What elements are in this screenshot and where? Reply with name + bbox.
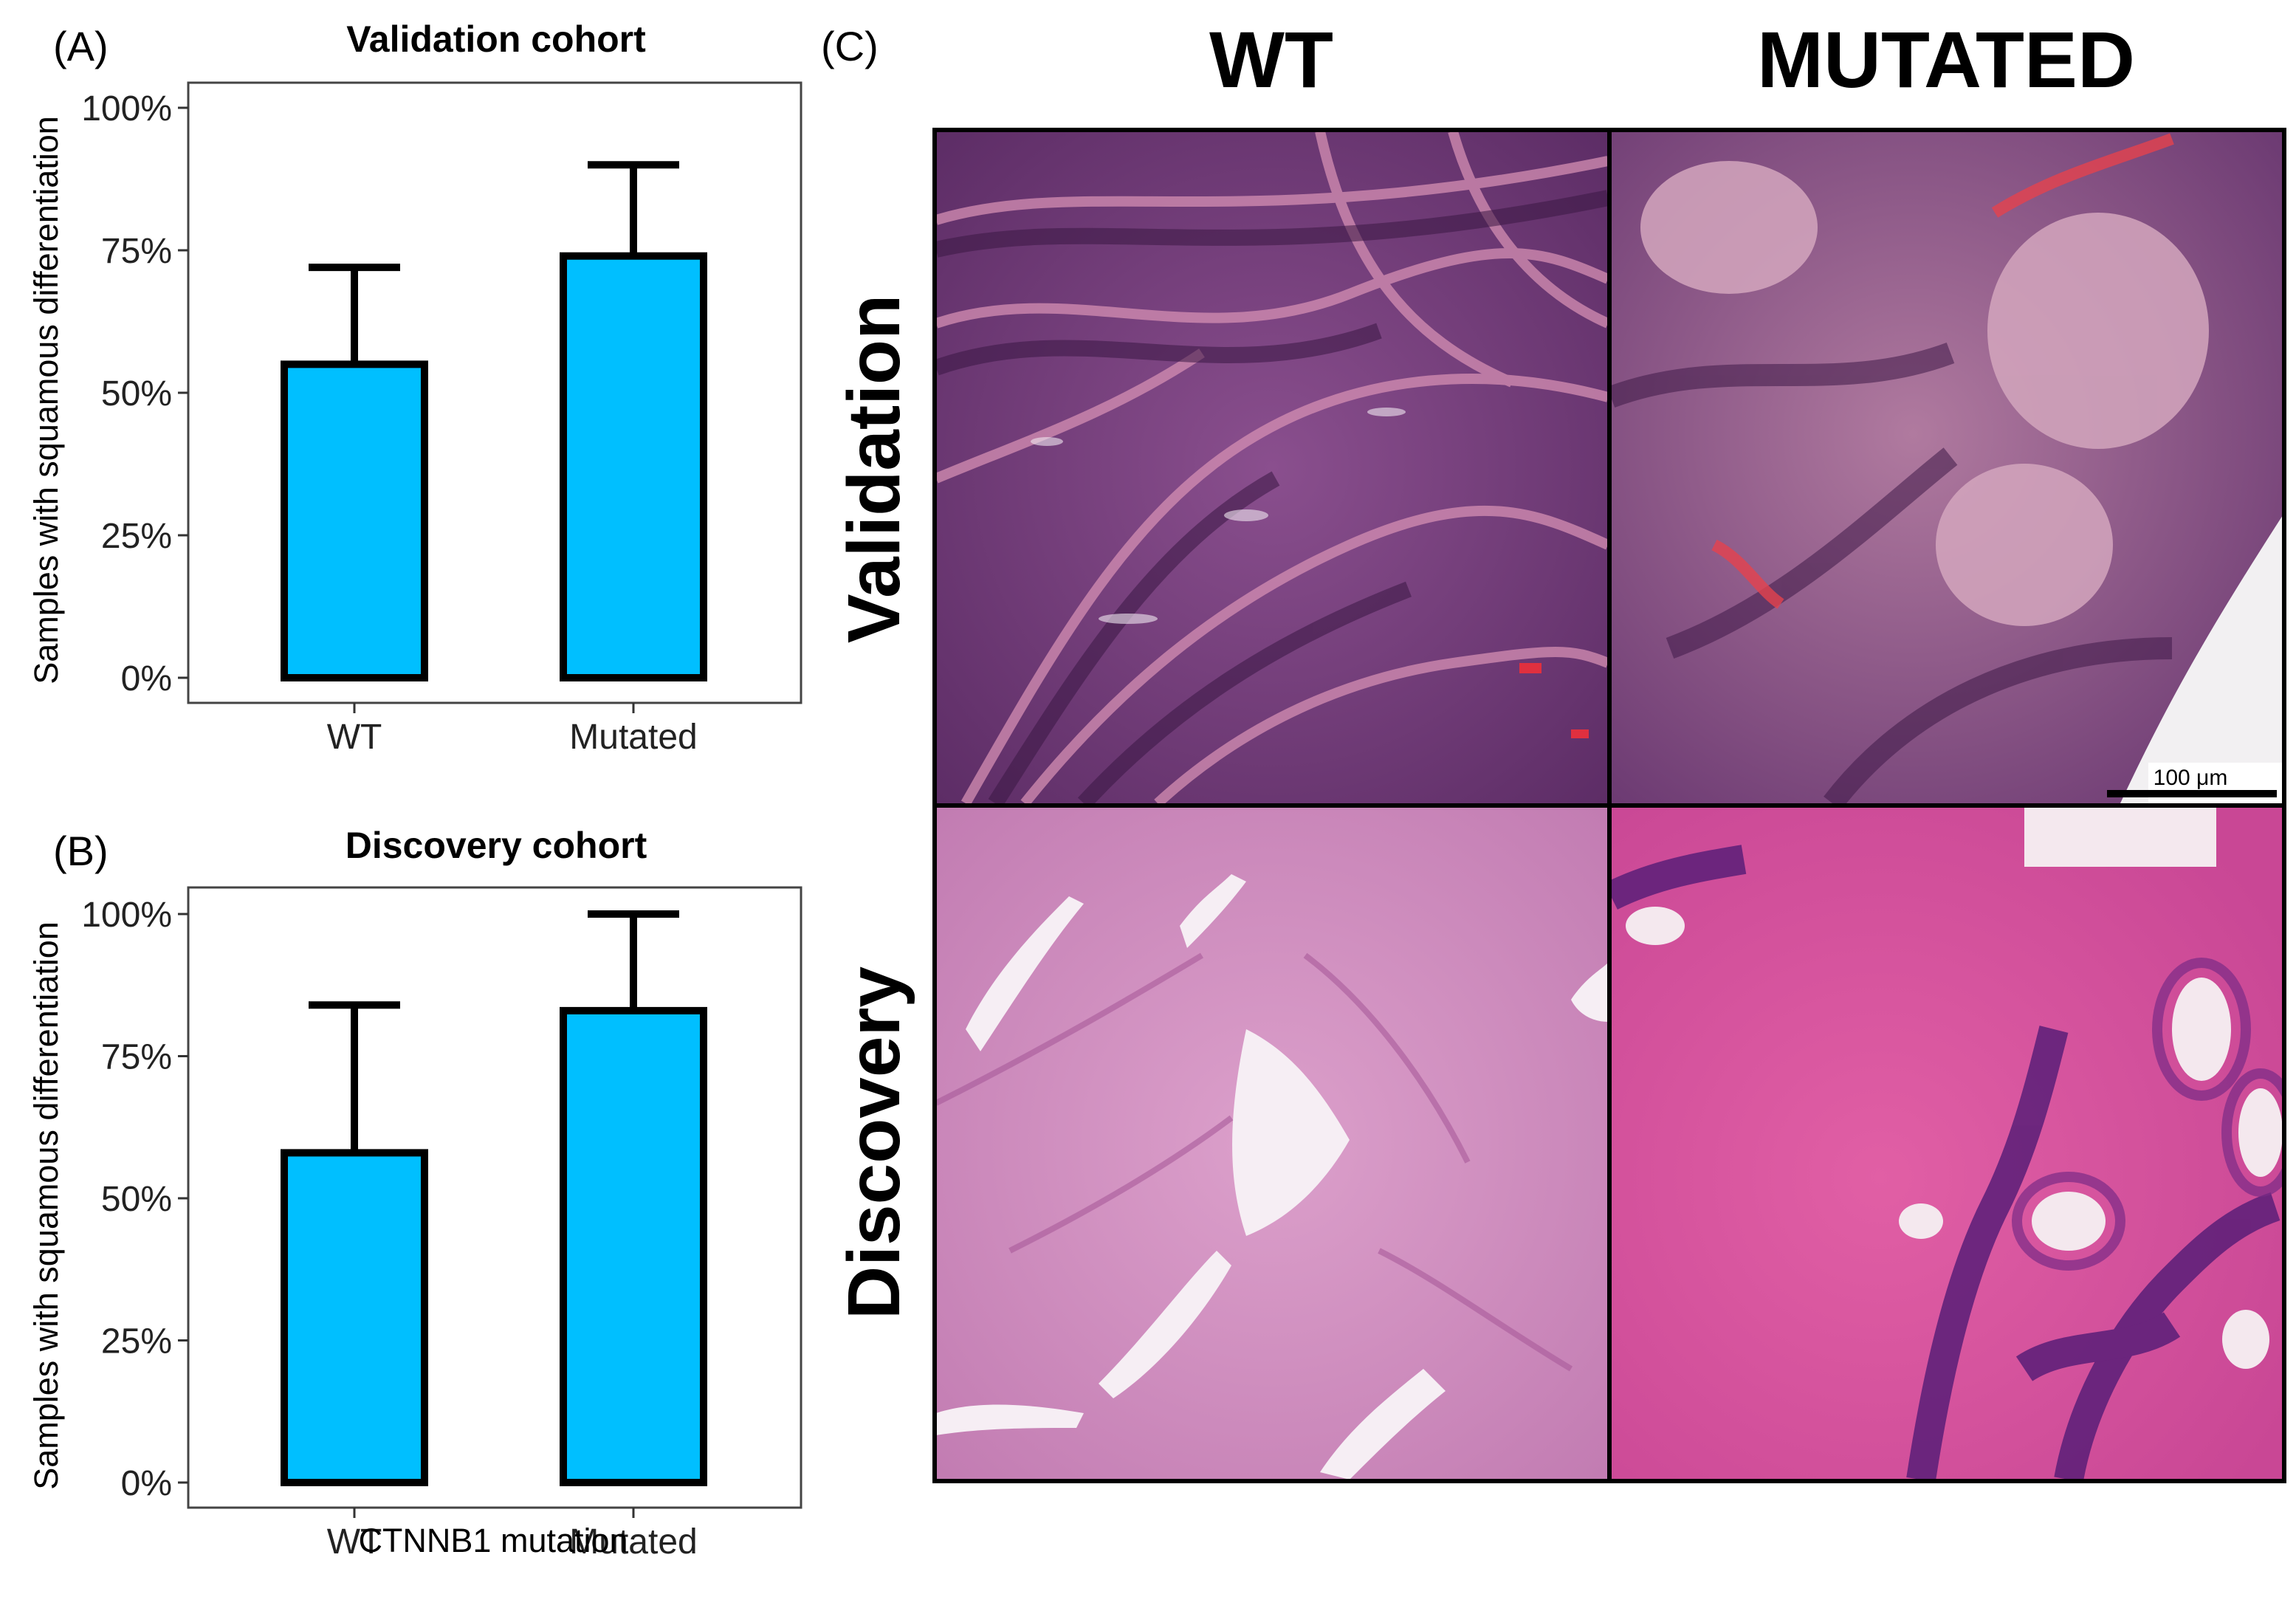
micrograph-discovery-mutated [1611, 808, 2283, 1480]
panel-label: (A) [53, 23, 109, 69]
x-tick-label: Mutated [569, 718, 697, 757]
bar-mutated [560, 1006, 707, 1486]
y-axis-label: Samples with squamous differentiation [27, 921, 65, 1490]
y-tick-label: 0% [121, 1464, 172, 1503]
y-tick-label: 25% [101, 517, 172, 556]
y-tick-label: 50% [101, 374, 172, 413]
y-tick-label: 100% [81, 896, 172, 935]
panel-label: (B) [53, 828, 109, 874]
plot-panel [187, 886, 802, 1509]
scale-bar-label: 100 μm [2154, 766, 2228, 790]
column-header-mutated: MUTATED [1757, 15, 2135, 104]
bar-wt [281, 1149, 428, 1487]
x-tick-label: Mutated [569, 1522, 697, 1562]
x-tick-label: WT [327, 718, 382, 757]
plot-panel [187, 81, 802, 704]
x-axis-label: CTNNB1 mutation [358, 1522, 628, 1559]
bar-wt [281, 360, 428, 681]
scale-bar [2107, 790, 2277, 797]
micrograph-validation-mutated: 100 μm [1611, 131, 2283, 803]
y-axis-label: Samples with squamous differentiation [27, 116, 65, 684]
y-tick-label: 75% [101, 232, 172, 271]
y-tick-label: 75% [101, 1038, 172, 1077]
y-tick-label: 0% [121, 659, 172, 698]
chart-title: Validation cohort [346, 18, 646, 60]
charts-canvas: (A) Validation cohort 0% 25% 50% 75% 100% Sampl… [27, 18, 802, 1562]
micrograph-validation-wt [936, 131, 1608, 803]
column-header-wt: WT [1209, 15, 1333, 104]
micrograph-discovery-wt [936, 808, 1608, 1480]
y-tick-label: 25% [101, 1322, 172, 1361]
y-tick-label: 50% [101, 1180, 172, 1219]
x-tick-label: WT [327, 1522, 382, 1562]
bar-mutated [560, 252, 707, 682]
y-tick-label: 100% [81, 89, 172, 128]
chart-title: Discovery cohort [346, 825, 647, 866]
